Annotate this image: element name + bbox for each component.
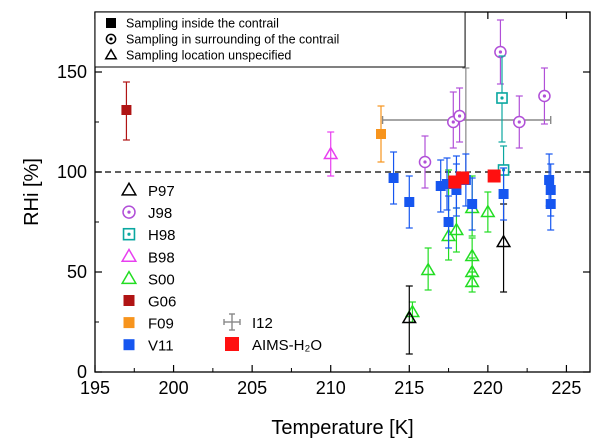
series-aims-h-o	[448, 169, 501, 189]
data-point	[487, 169, 501, 183]
data-point-dot	[498, 50, 503, 54]
y-axis-title: RHi [%]	[21, 158, 43, 226]
legend-marker-aims-h-o	[225, 337, 239, 351]
data-point	[442, 179, 452, 189]
series-f09	[376, 105, 386, 163]
data-point	[323, 146, 339, 160]
axes: 195 200 205 210 215 220 225 0 50 100 150 Temperatur…	[21, 11, 591, 439]
data-point	[544, 175, 555, 185]
legend: Sampling inside the contrail Sampling in …	[94, 11, 466, 355]
legend-label-p97: P97	[148, 183, 175, 200]
x-tick-label: 200	[159, 378, 189, 398]
legend-top-label: Sampling location unspecified	[126, 49, 291, 63]
data-point-dot	[457, 114, 462, 118]
legend-label-s00: S00	[148, 271, 175, 288]
data-point-dot	[542, 94, 547, 98]
legend-marker-f09	[123, 317, 135, 329]
legend-marker-v11	[123, 339, 135, 351]
legend-label-j98: J98	[148, 205, 172, 222]
legend-marker-j98-dot	[127, 210, 131, 214]
legend-label-v11: V11	[148, 338, 174, 355]
x-tick-label: 210	[316, 378, 346, 398]
y-tick-label: 0	[77, 362, 87, 382]
data-point-dot	[423, 160, 427, 164]
data-point-dot	[451, 120, 455, 124]
legend-marker-s00	[120, 270, 138, 285]
legend-label-f09: F09	[148, 316, 174, 333]
legend-top-label: Sampling in surrounding of the contrail	[126, 33, 339, 47]
legend-label-aims-h-o: AIMS-H₂O	[252, 337, 322, 354]
x-tick-label: 215	[394, 378, 424, 398]
legend-top-marker-dot	[109, 37, 113, 41]
data-point	[498, 189, 509, 199]
data-point-dot	[500, 96, 504, 100]
data-point	[456, 171, 470, 185]
data-point	[401, 310, 417, 324]
data-point	[388, 173, 399, 183]
legend-top-marker	[106, 18, 116, 28]
series-g06	[121, 81, 132, 141]
data-point	[495, 234, 512, 248]
legend-label-g06: G06	[148, 294, 176, 311]
legend-label-h98: H98	[148, 227, 176, 244]
data-point	[545, 199, 556, 209]
data-point	[121, 105, 132, 115]
legend-top-box	[94, 11, 466, 68]
y-tick-label: 100	[57, 162, 87, 182]
data-point	[404, 197, 415, 207]
y-tick-label: 50	[67, 262, 87, 282]
x-tick-label: 225	[551, 378, 581, 398]
x-tick-label: 205	[237, 378, 267, 398]
data-point	[435, 181, 446, 191]
x-tick-label: 220	[473, 378, 503, 398]
legend-marker-b98	[120, 248, 138, 262]
legend-marker-h98-dot	[127, 232, 131, 236]
series-j98	[418, 19, 551, 189]
y-tick-label: 150	[57, 62, 87, 82]
legend-top-marker	[104, 48, 118, 60]
data-point	[443, 217, 454, 227]
legend-label-i12: I12	[252, 315, 273, 332]
series-i12	[381, 67, 552, 173]
legend-top-label: Sampling inside the contrail	[126, 17, 279, 31]
data-point	[376, 129, 386, 139]
x-tick-label: 195	[80, 378, 110, 398]
data-point	[467, 199, 478, 209]
x-axis-title: Temperature [K]	[271, 417, 413, 439]
legend-label-b98: B98	[148, 249, 175, 266]
data-point	[464, 274, 480, 288]
data-point-dot	[517, 120, 521, 124]
data-point	[480, 204, 496, 218]
series-b98	[323, 131, 339, 177]
legend-marker-p97	[120, 181, 138, 196]
data-point	[448, 222, 465, 236]
data-point	[420, 262, 436, 276]
plot-area	[95, 19, 590, 355]
legend-marker-g06	[123, 295, 135, 306]
series-s00	[404, 169, 496, 323]
